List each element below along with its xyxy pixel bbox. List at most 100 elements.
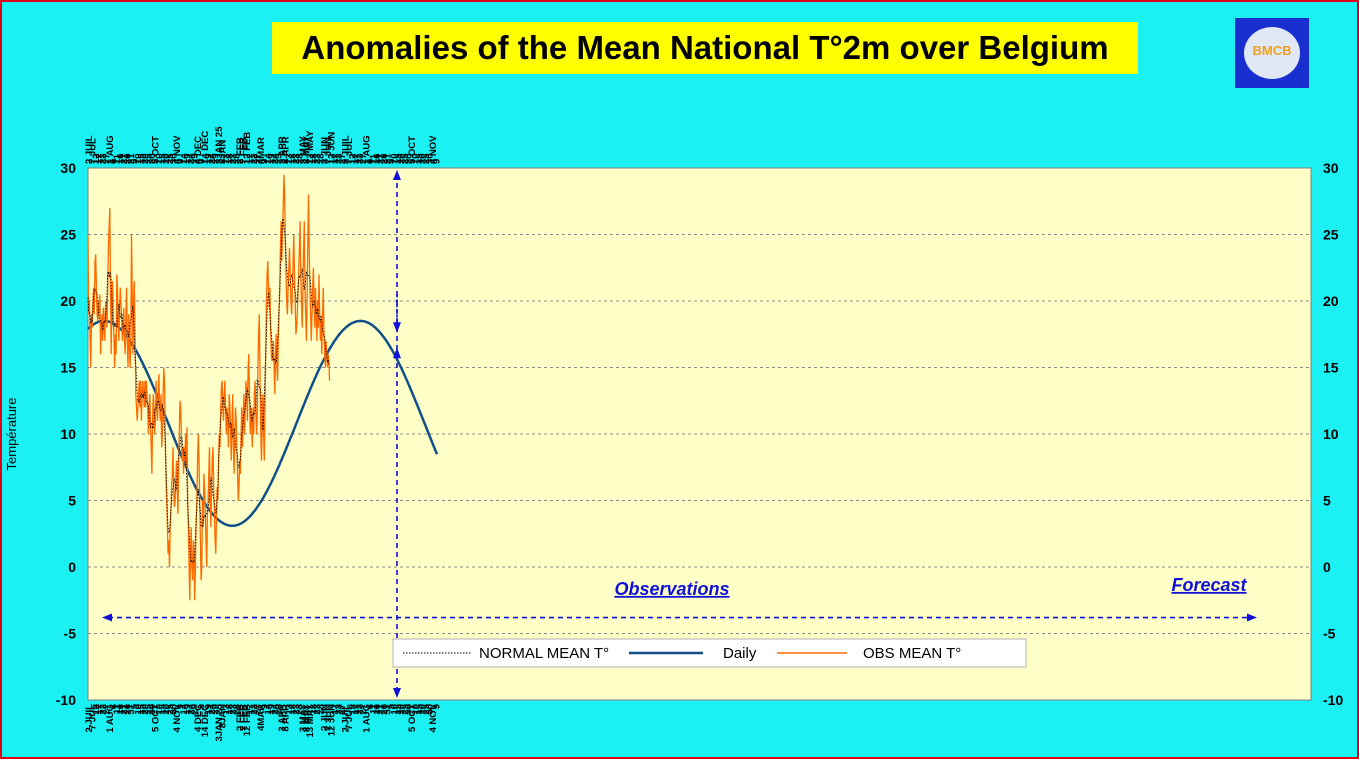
x-tick-label-bottom: 25	[421, 703, 432, 714]
x-tick-label-top: 27	[358, 153, 369, 164]
x-tick-label-top: 10	[133, 153, 144, 164]
x-tick-label-bottom: 30	[168, 704, 179, 715]
x-tick-label-bottom: 18	[288, 704, 299, 715]
x-tick-label-bottom: 10	[389, 704, 400, 715]
x-tick-label-top: 2 FEB	[235, 137, 246, 164]
x-tick-label-top: 26	[123, 153, 134, 164]
x-tick-label-bottom: 6	[109, 704, 120, 709]
x-tick-label-top: 11	[368, 153, 379, 164]
x-tick-label-top: 12	[91, 153, 102, 164]
legend-label-daily: Daily	[723, 645, 757, 662]
x-tick-label-top: 11	[112, 153, 123, 164]
arrow-left-icon	[102, 613, 112, 622]
x-tick-label-bottom: 17	[246, 704, 257, 715]
x-tick-label-bottom: 31	[126, 703, 137, 714]
x-tick-label-top: 22	[354, 153, 365, 164]
x-tick-label-bottom: 18	[224, 704, 235, 715]
x-tick-label-bottom: 17	[351, 704, 362, 715]
x-tick-label-top: 7 JUL	[88, 138, 99, 164]
x-tick-label-bottom: 23	[291, 704, 302, 715]
x-tick-label-top: 18	[288, 153, 299, 164]
x-tick-label-top: 4 DEC	[193, 136, 204, 164]
x-tick-label-top: 4 NOV	[428, 135, 439, 164]
x-tick-label-top: 5	[130, 158, 141, 164]
y-tick-label-right: 5	[1323, 493, 1331, 509]
x-tick-label-bottom: 27	[358, 704, 369, 715]
x-tick-label-top: 7 FEB	[238, 137, 249, 164]
x-tick-label-bottom: 14	[179, 703, 190, 714]
x-tick-label-bottom: 20	[397, 704, 408, 715]
x-tick-label-bottom: 4 NOV	[172, 703, 183, 732]
x-tick-label-bottom: 9	[175, 704, 186, 709]
x-tick-label-bottom: 19	[182, 704, 193, 715]
x-tick-label-bottom: 27	[102, 704, 113, 715]
x-tick-label-top: 23	[291, 153, 302, 164]
y-tick-label-right: 30	[1323, 160, 1339, 176]
x-tick-label-top: 17	[351, 153, 362, 164]
x-tick-label-top: 29	[210, 153, 221, 164]
x-tick-label-top: 31	[382, 153, 393, 164]
arrow-down-small-icon	[392, 322, 401, 333]
x-tick-label-top: 26	[379, 153, 390, 164]
x-tick-label-bottom: 16	[116, 704, 127, 715]
forecast-annotation: Forecast	[1171, 575, 1247, 595]
x-tick-label-bottom: 30	[404, 704, 415, 715]
x-tick-label-bottom: 23	[228, 704, 239, 715]
legend-label-normal: NORMAL MEAN T°	[479, 645, 609, 662]
x-tick-label-bottom: 25	[400, 703, 411, 714]
x-tick-label-top: 25	[165, 153, 176, 164]
x-tick-label-top: 25	[421, 153, 432, 164]
x-tick-label-top: 13	[284, 153, 295, 164]
x-tick-label-top: 2 JUIL	[84, 135, 95, 164]
x-tick-label-top: 19	[267, 153, 278, 164]
x-tick-label-top: 24	[270, 153, 281, 164]
x-tick-label-top: 14 DEC	[200, 131, 211, 164]
x-tick-label-bottom: 25	[165, 703, 176, 714]
y-tick-label-right: 20	[1323, 293, 1339, 309]
legend-label-obs: OBS MEAN T°	[863, 645, 961, 662]
x-tick-label-top: 29	[274, 153, 285, 164]
x-tick-label-top: 15	[414, 153, 425, 164]
x-tick-label-top: 17	[246, 153, 257, 164]
x-tick-label-top: 28	[295, 153, 306, 164]
x-tick-label-top: 12 JUN	[326, 132, 337, 164]
y-tick-label-left: 15	[60, 360, 76, 376]
x-tick-label-bottom: 20	[161, 704, 172, 715]
y-tick-label-right: 10	[1323, 426, 1339, 442]
x-tick-label-top: 27	[337, 153, 348, 164]
y-tick-label-right: 25	[1323, 227, 1339, 243]
x-tick-label-bottom: 9	[196, 704, 207, 709]
x-tick-label-top: 15	[393, 153, 404, 164]
arrow-up-small-icon	[392, 347, 401, 359]
y-axis-label: Température	[4, 398, 19, 471]
x-tick-label-bottom: 10	[411, 704, 422, 715]
x-tick-label-top: 1 AUG	[361, 135, 372, 164]
x-tick-label-bottom: 1 AUG	[105, 704, 116, 733]
x-tick-label-bottom: 1 AUG	[361, 704, 372, 733]
x-tick-label-top: 20	[418, 153, 429, 164]
title-banner: Anomalies of the Mean National T°2m over…	[272, 22, 1138, 74]
x-tick-label-top: 2 JUIL	[340, 135, 351, 164]
legend-box	[392, 638, 1027, 668]
x-tick-label-top: 28	[316, 153, 327, 164]
x-tick-label-bottom: 29	[274, 704, 285, 715]
x-tick-label-bottom: 14 DEC	[200, 704, 211, 737]
x-tick-label-bottom: 2 JUIL	[84, 704, 95, 733]
x-tick-label-top: 12	[347, 153, 358, 164]
x-tick-label-top: 8 APR	[281, 136, 292, 164]
x-tick-label-top: 5	[386, 158, 397, 164]
x-tick-label-top: 25	[144, 153, 155, 164]
x-tick-label-top: 3 APR	[277, 136, 288, 164]
x-tick-label-top: 23	[312, 153, 323, 164]
x-tick-label-bottom: 25	[144, 703, 155, 714]
y-tick-label-right: 0	[1323, 559, 1331, 575]
x-tick-label-bottom: 3JAN 25	[214, 703, 225, 741]
x-tick-label-bottom: 13	[284, 704, 295, 715]
x-tick-label-bottom: 6	[365, 704, 376, 709]
x-tick-label-bottom: 2 JUN	[319, 704, 330, 731]
x-tick-label-bottom: 28	[316, 704, 327, 715]
x-tick-label-top: 3 MAY	[298, 135, 309, 164]
x-tick-label-bottom: 18	[309, 704, 320, 715]
x-tick-label-top: 5 OCT	[407, 136, 418, 164]
x-tick-label-bottom: 28	[295, 704, 306, 715]
